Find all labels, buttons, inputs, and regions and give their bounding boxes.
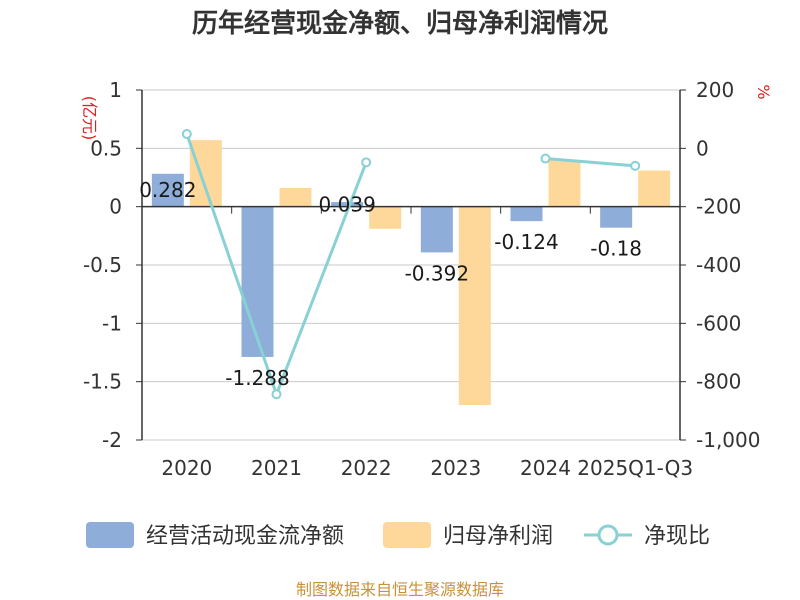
cash-flow-bar [600, 206, 633, 228]
right-tick-label: 200 [696, 78, 734, 102]
cash-flow-label: -1.288 [225, 366, 289, 390]
left-tick-label: -1.5 [83, 370, 122, 394]
legend-item-cash[interactable]: 经营活动现金流净额 [86, 522, 344, 549]
cash-flow-label: 0.039 [319, 192, 376, 216]
cash-flow-bar [151, 173, 184, 207]
left-axis-unit: (亿元) [80, 96, 99, 141]
legend-label-ratio: 净现比 [644, 524, 710, 549]
legend-item-ratio[interactable]: 净现比 [584, 524, 710, 549]
tick-labels: 1 0.5 0 -0.5 -1 -1.5 -2 200 0 -200 -400 -600 -800 -1,… [83, 78, 761, 480]
x-tick-label: 2025Q1-Q3 [577, 456, 693, 480]
ratio-point [181, 129, 192, 140]
legend-item-profit[interactable]: 归母净利润 [383, 522, 553, 549]
source-note: 制图数据来自恒生聚源数据库 [296, 580, 504, 599]
net-profit-bar [279, 188, 312, 207]
left-tick-label: -0.5 [83, 253, 122, 277]
cash-flow-bar [241, 206, 274, 357]
left-tick-label: 0.5 [90, 136, 122, 160]
cash-flow-label: -0.392 [405, 261, 469, 285]
ratio-point [630, 160, 641, 171]
axes [136, 89, 686, 441]
net-profit-bar [189, 140, 222, 207]
right-tick-label: 0 [696, 136, 709, 160]
ratio-line [181, 129, 641, 400]
right-tick-label: -1,000 [696, 428, 760, 452]
net-profit-bar [548, 160, 581, 207]
x-tick-label: 2022 [341, 456, 392, 480]
net-profit-bar [369, 206, 402, 229]
left-tick-label: 1 [109, 78, 122, 102]
x-tick-label: 2021 [251, 456, 302, 480]
legend-marker-ratio [597, 524, 619, 546]
legend-label-cash: 经营活动现金流净额 [146, 524, 344, 549]
right-tick-label: -200 [696, 195, 741, 219]
data-labels: 0.282 -1.288 0.039 -0.392 -0.124 -0.18 [139, 178, 642, 390]
chart-title: 历年经营现金净额、归母净利润情况 [192, 8, 608, 39]
left-tick-label: -1 [102, 311, 122, 335]
legend-swatch-cash [86, 522, 134, 548]
x-tick-label: 2023 [430, 456, 481, 480]
ratio-point [361, 157, 372, 168]
right-tick-label: -600 [696, 311, 741, 335]
cash-flow-label: -0.18 [590, 237, 642, 261]
left-tick-label: -2 [102, 428, 122, 452]
ratio-line-segment [545, 157, 636, 168]
right-axis-unit: % [754, 84, 773, 99]
cash-flow-label: -0.124 [494, 230, 558, 254]
ratio-point [271, 389, 282, 400]
cash-flow-bar [420, 206, 453, 253]
bars [151, 140, 671, 405]
left-tick-label: 0 [109, 195, 122, 219]
cash-flow-bar [510, 206, 543, 222]
ratio-point [540, 153, 551, 164]
net-profit-bar [458, 206, 491, 405]
cash-flow-bar [331, 202, 364, 207]
net-profit-bar [638, 170, 671, 207]
legend-swatch-profit [383, 522, 431, 548]
x-tick-label: 2020 [161, 456, 212, 480]
legend: 经营活动现金流净额 归母净利润 净现比 [86, 522, 710, 549]
cash-flow-label: 0.282 [139, 178, 196, 202]
right-tick-label: -400 [696, 253, 741, 277]
legend-label-profit: 归母净利润 [443, 524, 553, 549]
right-tick-label: -800 [696, 370, 741, 394]
x-tick-label: 2024 [520, 456, 571, 480]
